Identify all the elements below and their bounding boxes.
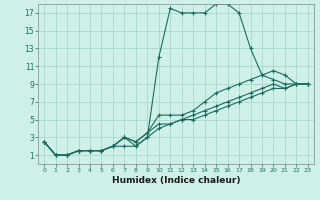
X-axis label: Humidex (Indice chaleur): Humidex (Indice chaleur) — [112, 176, 240, 185]
